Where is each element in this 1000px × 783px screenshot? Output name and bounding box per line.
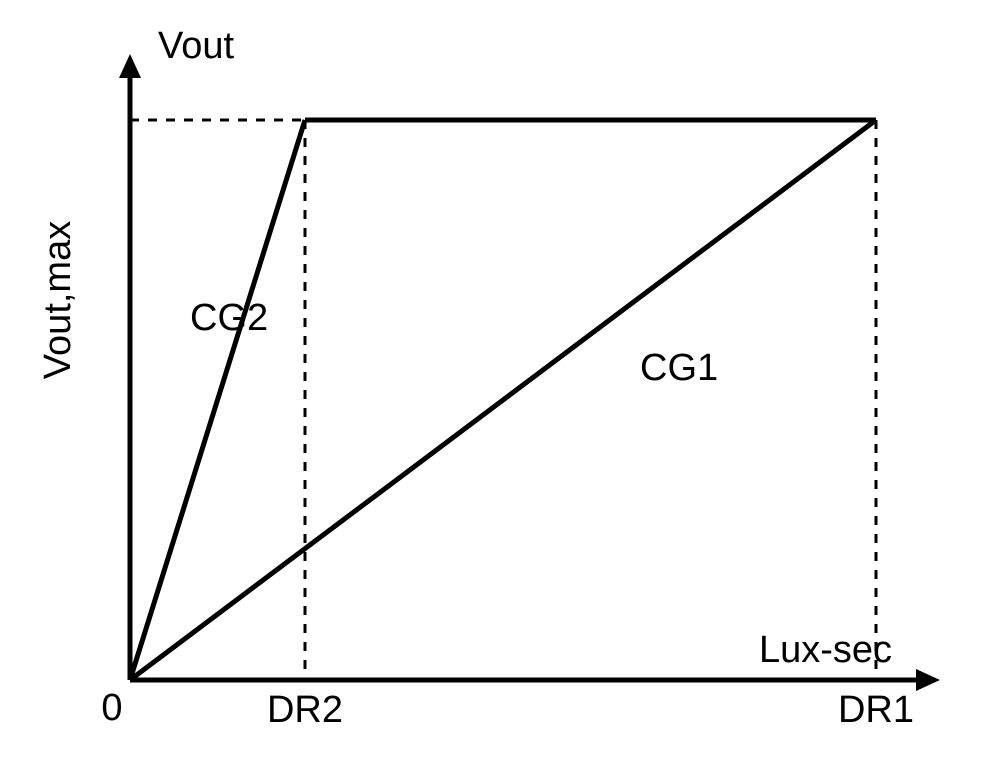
x-tick-dr1: DR1 — [838, 689, 914, 731]
y-tick-vout-max: Vout,max — [37, 221, 79, 379]
x-axis-title: Lux-sec — [759, 629, 892, 671]
series-label-cg2: CG2 — [190, 297, 268, 339]
conversion-gain-chart: Vout Lux-sec 0 Vout,max DR2 DR1 CG2 CG1 — [0, 0, 1000, 783]
series-label-cg1: CG1 — [640, 347, 718, 389]
y-axis-title: Vout — [158, 25, 235, 67]
origin-label: 0 — [101, 687, 122, 729]
x-tick-dr2: DR2 — [267, 689, 343, 731]
